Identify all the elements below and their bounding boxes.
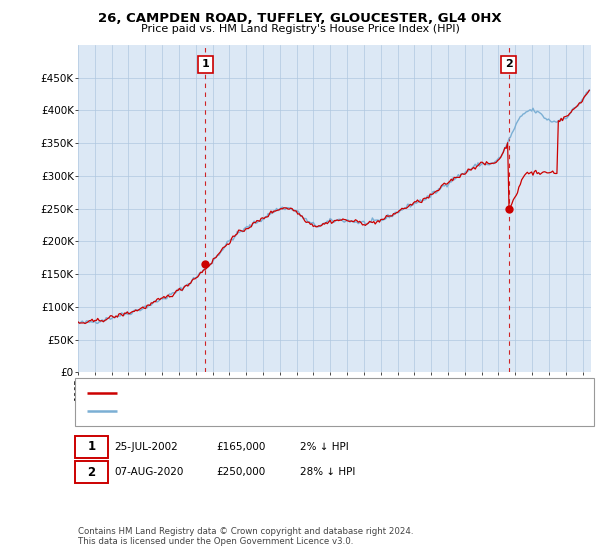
Text: 1: 1	[202, 59, 209, 69]
Text: £250,000: £250,000	[216, 467, 265, 477]
Text: Price paid vs. HM Land Registry's House Price Index (HPI): Price paid vs. HM Land Registry's House …	[140, 24, 460, 34]
Text: 07-AUG-2020: 07-AUG-2020	[114, 467, 184, 477]
Text: 28% ↓ HPI: 28% ↓ HPI	[300, 467, 355, 477]
Text: 26, CAMPDEN ROAD, TUFFLEY, GLOUCESTER,  GL4 0HX (detached house): 26, CAMPDEN ROAD, TUFFLEY, GLOUCESTER, G…	[123, 388, 483, 398]
Text: 2% ↓ HPI: 2% ↓ HPI	[300, 442, 349, 452]
Text: £165,000: £165,000	[216, 442, 265, 452]
Text: 26, CAMPDEN ROAD, TUFFLEY, GLOUCESTER, GL4 0HX: 26, CAMPDEN ROAD, TUFFLEY, GLOUCESTER, G…	[98, 12, 502, 25]
Text: HPI: Average price, detached house, Gloucester: HPI: Average price, detached house, Glou…	[123, 406, 356, 416]
Text: 25-JUL-2002: 25-JUL-2002	[114, 442, 178, 452]
Text: 2: 2	[88, 465, 95, 479]
Text: Contains HM Land Registry data © Crown copyright and database right 2024.
This d: Contains HM Land Registry data © Crown c…	[78, 526, 413, 546]
Text: 2: 2	[505, 59, 512, 69]
Text: 1: 1	[88, 440, 95, 454]
